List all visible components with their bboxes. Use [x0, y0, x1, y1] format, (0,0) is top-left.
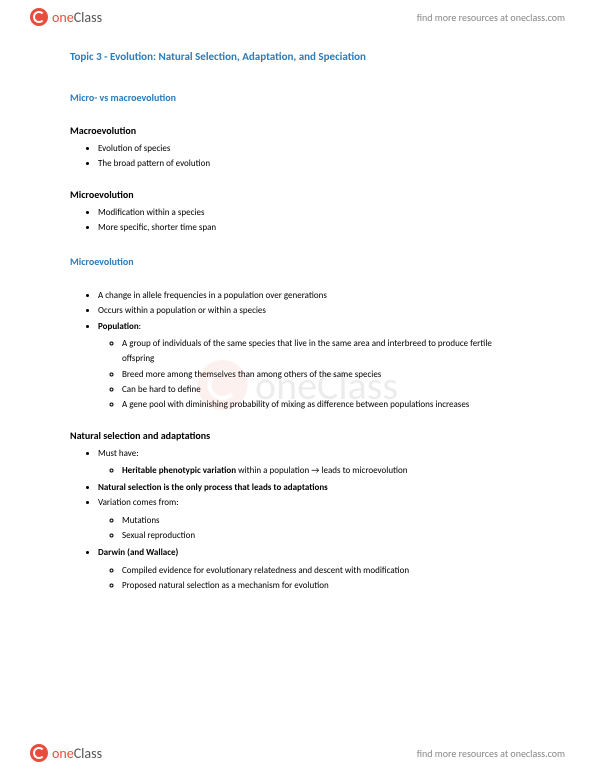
section-heading-microevolution: Microevolution: [70, 255, 525, 268]
population-sublist: A group of individuals of the same speci…: [98, 336, 525, 412]
darwin-sublist: Compiled evidence for evolutionary relat…: [98, 563, 525, 594]
logo-text-class: Class: [74, 9, 102, 26]
footer-tagline[interactable]: find more resources at oneclass.com: [417, 747, 565, 760]
logo-icon: [30, 744, 48, 762]
population-label: Population: [98, 321, 139, 332]
list-item: Natural selection is the only process th…: [98, 480, 525, 495]
natsel-list: Must have: Heritable phenotypic variatio…: [70, 446, 525, 594]
list-item: Sexual reproduction: [122, 528, 525, 543]
microevolution-list: A change in allele frequencies in a popu…: [70, 288, 525, 412]
list-item: Must have: Heritable phenotypic variatio…: [98, 446, 525, 479]
page-header: oneClass find more resources at oneclass…: [0, 0, 595, 30]
logo-text-one: one: [52, 9, 74, 26]
must-have-sublist: Heritable phenotypic variation within a …: [98, 463, 525, 478]
list-item: A gene pool with diminishing probability…: [122, 397, 525, 412]
list-item: Occurs within a population or within a s…: [98, 303, 525, 318]
list-item: Mutations: [122, 513, 525, 528]
logo-text-class: Class: [74, 745, 102, 762]
brand-logo: oneClass: [30, 8, 102, 26]
variation-sublist: Mutations Sexual reproduction: [98, 513, 525, 544]
variation-label: Variation comes from:: [98, 497, 179, 508]
heritable-rest: within a population → leads to microevol…: [236, 465, 407, 476]
list-item: Evolution of species: [98, 141, 525, 156]
list-item: Heritable phenotypic variation within a …: [122, 463, 525, 478]
subheading-microevolution: Microevolution: [70, 188, 525, 201]
topic-title: Topic 3 - Evolution: Natural Selection, …: [70, 50, 525, 63]
subheading-natural-selection: Natural selection and adaptations: [70, 429, 525, 442]
natsel-bold: Natural selection is the only process th…: [98, 482, 328, 493]
list-item: Breed more among themselves than among o…: [122, 367, 525, 382]
list-item: Modification within a species: [98, 205, 525, 220]
list-item: Population: A group of individuals of th…: [98, 319, 525, 413]
section-heading-micro-macro: Micro- vs macroevolution: [70, 91, 525, 104]
heritable-bold: Heritable phenotypic variation: [122, 465, 236, 476]
list-item: Darwin (and Wallace) Compiled evidence f…: [98, 545, 525, 593]
darwin-bold: Darwin (and Wallace): [98, 547, 178, 558]
logo-icon: [30, 8, 48, 26]
header-tagline[interactable]: find more resources at oneclass.com: [417, 11, 565, 24]
footer-brand-logo: oneClass: [30, 744, 102, 762]
list-item: The broad pattern of evolution: [98, 156, 525, 171]
logo-text-one: one: [52, 745, 74, 762]
list-item: Compiled evidence for evolutionary relat…: [122, 563, 525, 578]
must-have-label: Must have:: [98, 448, 139, 459]
document-content: Topic 3 - Evolution: Natural Selection, …: [0, 30, 595, 593]
page-footer: oneClass find more resources at oneclass…: [0, 744, 595, 762]
micro-list: Modification within a species More speci…: [70, 205, 525, 236]
subheading-macroevolution: Macroevolution: [70, 124, 525, 137]
list-item: Proposed natural selection as a mechanis…: [122, 578, 525, 593]
list-item: Can be hard to define: [122, 382, 525, 397]
macro-list: Evolution of species The broad pattern o…: [70, 141, 525, 172]
list-item: A group of individuals of the same speci…: [122, 336, 525, 367]
list-item: Variation comes from: Mutations Sexual r…: [98, 495, 525, 543]
list-item: More specific, shorter time span: [98, 220, 525, 235]
list-item: A change in allele frequencies in a popu…: [98, 288, 525, 303]
